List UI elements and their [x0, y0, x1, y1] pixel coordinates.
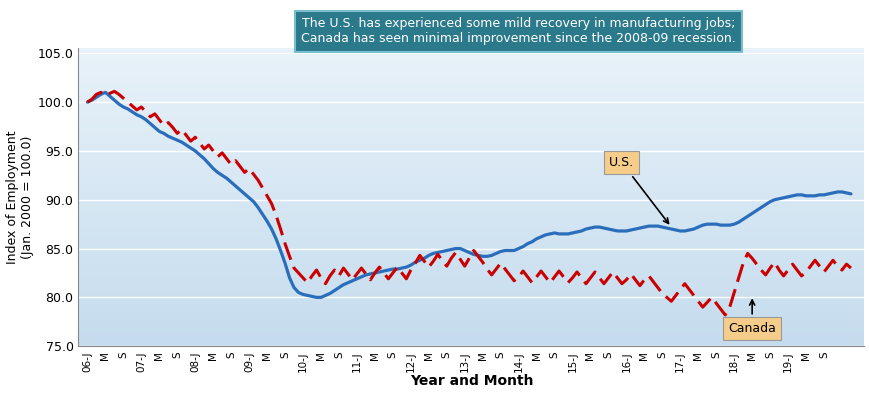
Text: The U.S. has experienced some mild recovery in manufacturing jobs;
Canada has se: The U.S. has experienced some mild recov…: [301, 17, 735, 45]
Text: U.S.: U.S.: [608, 156, 667, 223]
Y-axis label: Index of Employment
(Jan. 2000 = 100.0): Index of Employment (Jan. 2000 = 100.0): [5, 130, 34, 264]
X-axis label: Year and Month: Year and Month: [409, 374, 533, 388]
Text: Canada: Canada: [727, 300, 775, 335]
